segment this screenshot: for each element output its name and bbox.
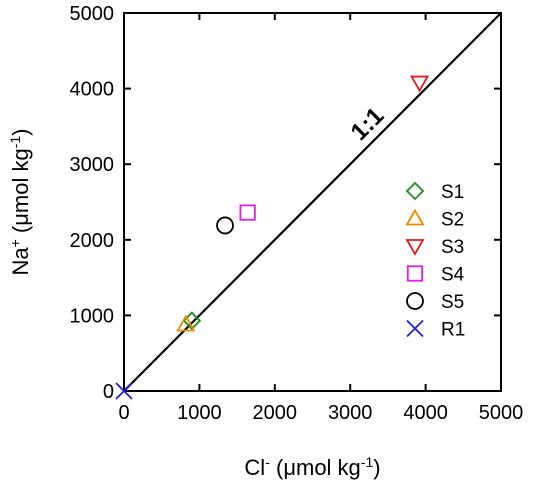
- legend-marker-r1: [406, 319, 424, 338]
- x-tick-label: 1000: [177, 402, 222, 424]
- x-tick-label: 4000: [403, 402, 448, 424]
- point-s4: [239, 204, 256, 221]
- x-tick-label: 0: [118, 402, 129, 424]
- y-tick-label: 0: [103, 381, 114, 403]
- axis-labels: Cl- (μmol kg-1) Na+ (μmol kg-1): [7, 128, 381, 480]
- one-to-one-label: 1:1: [346, 102, 390, 146]
- point-s2: [176, 314, 196, 332]
- legend-marker-s1: [405, 181, 425, 201]
- data-points: [115, 75, 430, 400]
- legend-label-r1: R1: [441, 320, 465, 341]
- y-tick-label: 4000: [70, 79, 115, 101]
- y-axis-label: Na+ (μmol kg-1): [7, 128, 33, 275]
- y-tick-label: 5000: [70, 3, 115, 25]
- legend-label-s2: S2: [441, 210, 464, 231]
- point-s3: [410, 75, 430, 93]
- point-r1: [115, 382, 133, 400]
- x-axis-label: Cl- (μmol kg-1): [244, 454, 380, 480]
- x-tick-label: 2000: [253, 402, 298, 424]
- legend-label-s3: S3: [441, 237, 464, 258]
- legend-marker-s3: [405, 239, 425, 256]
- legend: S1 S2 S3 S4 S5 R1: [405, 181, 465, 341]
- x-tick-label: 5000: [479, 402, 524, 424]
- legend-label-s4: S4: [441, 265, 465, 286]
- y-tick-label: 1000: [70, 305, 115, 327]
- y-tick-label: 3000: [70, 154, 115, 176]
- y-tick-label: 2000: [70, 230, 115, 252]
- one-to-one-line: [123, 12, 502, 392]
- axes: 0 1000 2000 3000 4000 5000 0 1000 2000 3000 4000 50…: [70, 3, 524, 424]
- x-tick-label: 3000: [328, 402, 373, 424]
- legend-label-s5: S5: [441, 292, 464, 313]
- legend-marker-s2: [405, 208, 425, 226]
- legend-label-s1: S1: [441, 182, 464, 203]
- legend-marker-s5: [406, 292, 424, 310]
- plot-frame: [123, 12, 502, 392]
- point-s5: [216, 216, 234, 235]
- legend-marker-s4: [406, 265, 424, 282]
